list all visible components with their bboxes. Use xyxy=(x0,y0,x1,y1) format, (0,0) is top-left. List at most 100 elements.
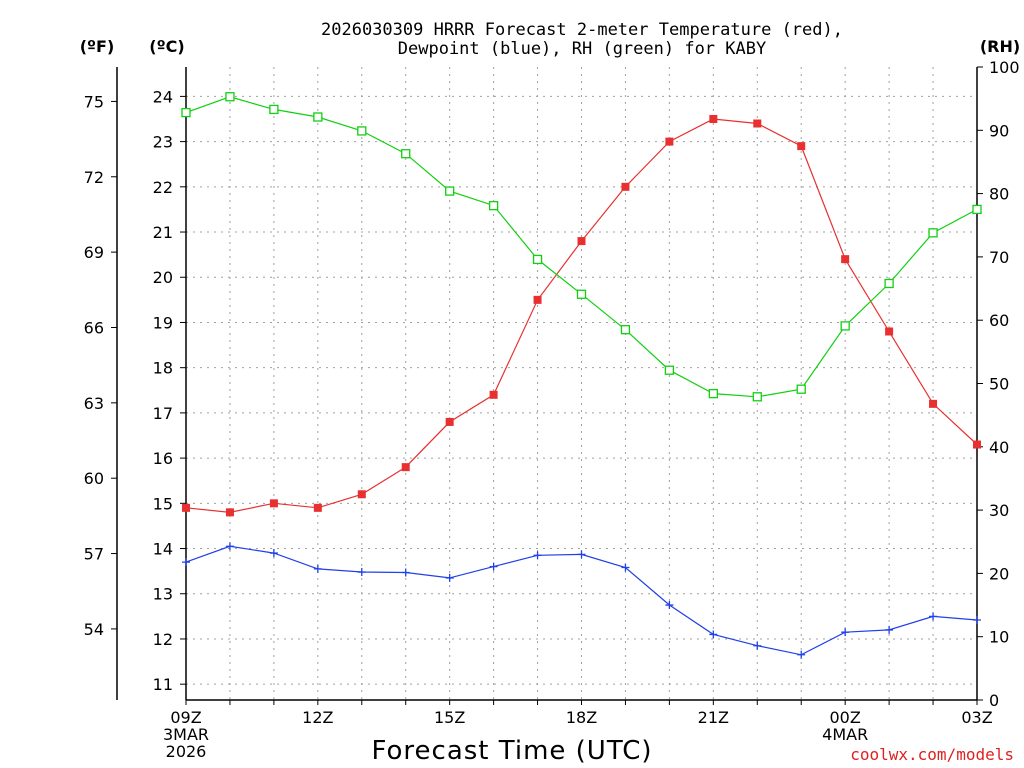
dewpoint-point xyxy=(401,568,410,577)
rh-point xyxy=(664,365,675,375)
rh-point xyxy=(445,186,455,196)
x-tick-label: 21Z xyxy=(698,708,729,727)
dewpoint-point xyxy=(929,612,938,621)
rh-point xyxy=(532,254,543,265)
celsius-tick-label: 22 xyxy=(153,178,173,197)
x-tick-label: 18Z xyxy=(566,708,597,727)
fahrenheit-tick-label: 57 xyxy=(84,545,104,564)
rh-point xyxy=(620,325,631,335)
rh-tick-label: 70 xyxy=(989,248,1009,267)
dewpoint-point xyxy=(709,630,718,639)
celsius-tick-label: 19 xyxy=(153,313,173,332)
chart-title-line1: 2026030309 HRRR Forecast 2-meter Tempera… xyxy=(321,20,843,40)
temperature-point xyxy=(269,499,278,508)
x-tick-label: 4MAR xyxy=(822,725,868,744)
dewpoint-point xyxy=(269,549,278,558)
rh-tick-label: 30 xyxy=(989,501,1009,520)
temperature-point xyxy=(973,440,981,449)
temperature-point xyxy=(182,503,190,512)
fahrenheit-tick-label: 60 xyxy=(84,469,104,488)
x-tick-label: 00Z xyxy=(830,708,861,727)
dewpoint-point xyxy=(357,568,366,577)
rh-point xyxy=(576,289,587,299)
fahrenheit-tick-label: 69 xyxy=(84,243,104,262)
dewpoint-point xyxy=(885,625,894,634)
source-credit: coolwx.com/models xyxy=(850,745,1014,764)
rh-point xyxy=(972,204,982,215)
temperature-point xyxy=(533,295,542,304)
temperature-point xyxy=(489,390,498,399)
temperature-point xyxy=(929,399,938,408)
celsius-tick-label: 17 xyxy=(153,404,173,423)
temperature-point xyxy=(225,508,234,517)
rh-point xyxy=(313,112,323,122)
celsius-tick-label: 18 xyxy=(153,359,173,378)
dewpoint-point xyxy=(182,558,190,567)
celsius-tick-label: 12 xyxy=(153,630,173,649)
x-tick-label: 12Z xyxy=(302,708,333,727)
celsius-tick-label: 13 xyxy=(153,585,173,604)
dewpoint-point xyxy=(973,615,981,624)
dewpoint-point xyxy=(621,563,630,572)
dewpoint-point xyxy=(841,628,850,637)
temperature-point xyxy=(445,417,454,426)
temperature-point xyxy=(621,182,630,191)
fahrenheit-tick-label: 66 xyxy=(84,318,104,337)
temperature-point xyxy=(313,503,322,512)
dewpoint-point xyxy=(577,550,586,559)
x-tick-label: 2026 xyxy=(166,742,207,761)
celsius-tick-label: 21 xyxy=(153,223,173,242)
rh-point xyxy=(269,104,279,115)
fahrenheit-tick-label: 54 xyxy=(84,620,104,639)
temperature-point xyxy=(665,137,674,146)
tick-labels: 11 12 13 14 15 16 17 18 19 20 21 22 23 24 54 57 60 63 66 69… xyxy=(84,58,1020,761)
rh-tick-label: 50 xyxy=(989,375,1009,394)
x-tick-label: 03Z xyxy=(961,708,992,727)
dewpoint-point xyxy=(445,573,454,582)
rh-point xyxy=(708,388,718,399)
rh-tick-label: 40 xyxy=(989,438,1009,457)
rh-point xyxy=(796,384,806,394)
rh-point xyxy=(181,107,191,118)
celsius-tick-label: 16 xyxy=(153,449,173,468)
temperature-point xyxy=(401,463,410,472)
temperature-point xyxy=(753,119,762,128)
rh-tick-label: 0 xyxy=(989,691,999,710)
grid-lines xyxy=(186,67,977,700)
dewpoint-point xyxy=(533,551,542,560)
dewpoint-point xyxy=(665,601,674,610)
rh-point xyxy=(225,92,235,102)
x-tick-label: 3MAR xyxy=(163,725,209,744)
rh-point xyxy=(752,392,762,402)
fahrenheit-tick-label: 72 xyxy=(84,168,104,187)
temperature-point xyxy=(357,490,366,499)
temperature-point xyxy=(797,142,806,151)
rh-unit-label: (RH) xyxy=(980,37,1020,56)
rh-point xyxy=(401,149,411,159)
celsius-tick-label: 23 xyxy=(153,133,173,152)
dewpoint-point xyxy=(797,650,806,659)
rh-tick-label: 90 xyxy=(989,121,1009,140)
fahrenheit-unit-label: (ºF) xyxy=(80,37,115,56)
celsius-tick-label: 20 xyxy=(153,268,173,287)
axes xyxy=(111,66,983,705)
celsius-unit-label: (ºC) xyxy=(149,37,184,56)
rh-point xyxy=(884,278,894,289)
temperature-point xyxy=(885,327,894,336)
fahrenheit-tick-label: 75 xyxy=(84,92,104,111)
dewpoint-point xyxy=(225,542,234,551)
rh-tick-label: 100 xyxy=(989,58,1020,77)
rh-point xyxy=(357,126,367,136)
rh-tick-label: 60 xyxy=(989,311,1009,330)
celsius-tick-label: 15 xyxy=(153,494,173,513)
celsius-tick-label: 11 xyxy=(153,675,173,694)
rh-tick-label: 10 xyxy=(989,628,1009,647)
rh-point xyxy=(488,200,499,211)
dewpoint-point xyxy=(489,562,498,571)
celsius-tick-label: 24 xyxy=(153,87,173,106)
rh-point xyxy=(928,228,938,238)
rh-tick-label: 20 xyxy=(989,564,1009,583)
x-tick-label: 15Z xyxy=(434,708,465,727)
celsius-tick-label: 14 xyxy=(153,540,173,559)
